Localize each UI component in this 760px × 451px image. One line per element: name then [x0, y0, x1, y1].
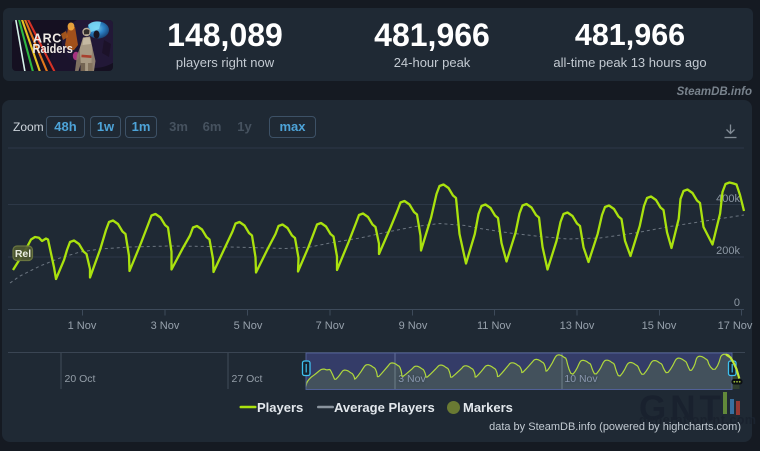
svg-text:Rel: Rel: [15, 248, 31, 260]
svg-text:ARC: ARC: [33, 32, 62, 46]
svg-text:Raiders: Raiders: [33, 42, 74, 56]
